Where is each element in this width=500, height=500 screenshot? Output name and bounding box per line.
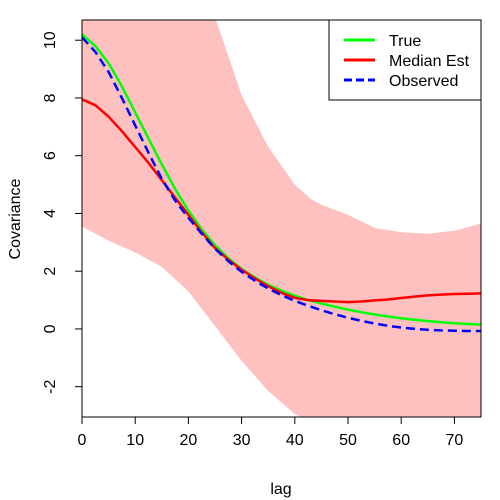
series-layer xyxy=(82,33,481,333)
legend-label-observed: Observed xyxy=(389,73,458,90)
x-tick-label: 60 xyxy=(392,432,410,449)
x-axis: 0 10 20 30 40 50 60 70 xyxy=(78,417,464,449)
x-tick-label: 20 xyxy=(180,432,198,449)
y-tick-label: 0 xyxy=(42,324,59,333)
confidence-band xyxy=(82,20,481,417)
legend-label-true: True xyxy=(389,33,421,50)
y-tick-label: 6 xyxy=(42,151,59,160)
confidence-band-layer xyxy=(82,20,481,417)
y-tick-label: 8 xyxy=(42,93,59,102)
x-axis-title: lag xyxy=(270,481,291,498)
series-line-observed xyxy=(82,36,481,333)
series-line-true xyxy=(82,33,481,326)
x-tick-label: 30 xyxy=(233,432,251,449)
y-tick-label: 10 xyxy=(42,31,59,49)
plot-frame xyxy=(81,19,482,418)
x-tick-label: 10 xyxy=(126,432,144,449)
x-tick-label: 70 xyxy=(446,432,464,449)
legend-label-median-est: Median Est xyxy=(389,53,470,70)
series-line-median-est xyxy=(82,98,481,304)
y-tick-label: 4 xyxy=(42,209,59,218)
y-tick-label: 2 xyxy=(42,267,59,276)
y-axis-title: Covariance xyxy=(7,178,24,259)
x-tick-label: 0 xyxy=(78,432,87,449)
y-axis: -2 0 2 4 6 8 10 xyxy=(42,31,82,394)
x-tick-label: 50 xyxy=(339,432,357,449)
y-tick-label: -2 xyxy=(42,379,59,393)
x-tick-label: 40 xyxy=(286,432,304,449)
legend: True Median Est Observed xyxy=(328,19,482,101)
